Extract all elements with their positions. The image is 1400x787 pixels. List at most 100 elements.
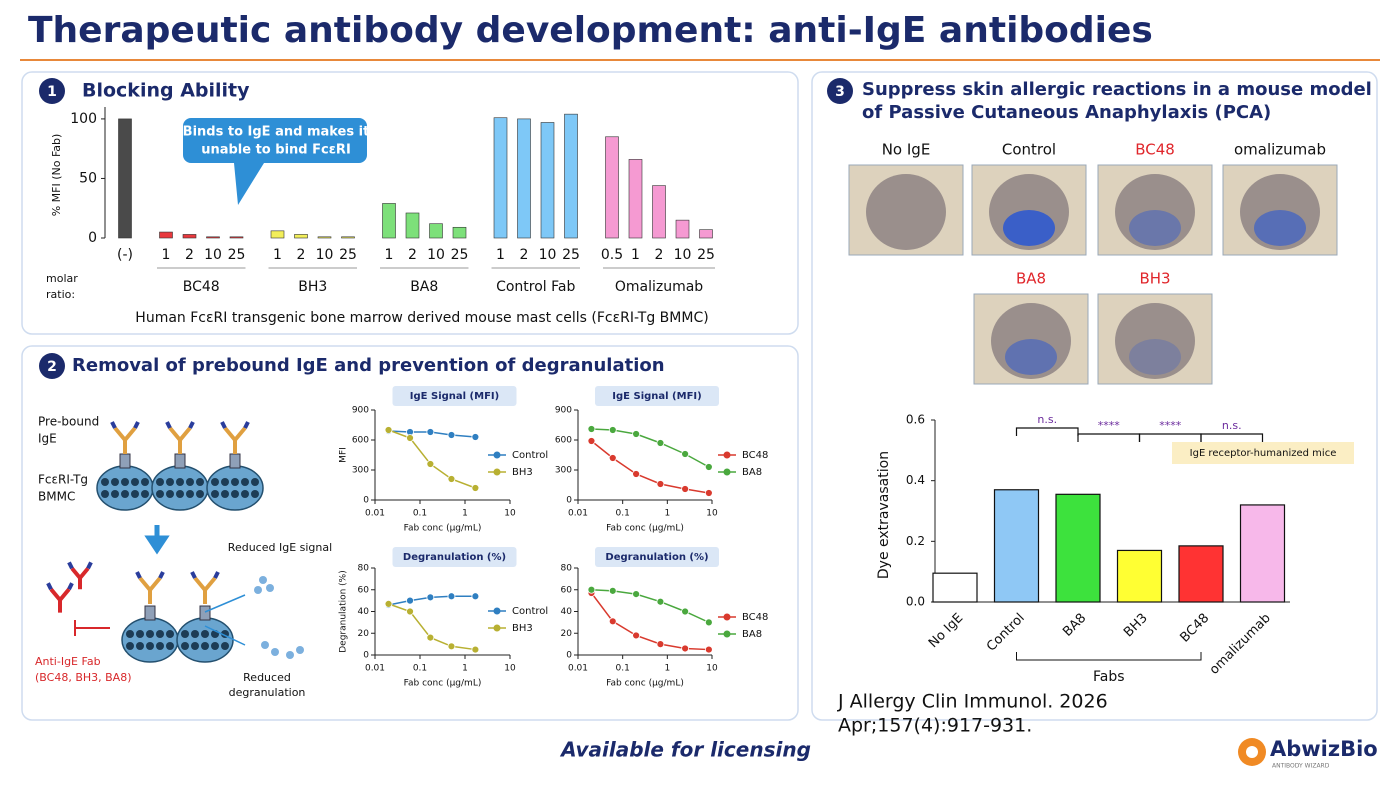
bar	[341, 236, 355, 239]
legend-marker	[493, 468, 501, 476]
x-tick-label: 10	[427, 247, 445, 263]
diagram-label: Reduced	[243, 671, 291, 684]
cell-granule	[166, 630, 174, 638]
chart-title: Degranulation (%)	[403, 552, 506, 563]
y-tick-label: 50	[79, 170, 97, 186]
receptor-icon	[199, 605, 211, 621]
chart-title-box	[392, 547, 517, 567]
x-tick-label: 2	[408, 247, 417, 263]
legend-label: BA8	[742, 629, 762, 640]
bar	[1178, 545, 1224, 603]
x-tick-label: 2	[655, 247, 664, 263]
logo: AbwizBio	[1270, 737, 1378, 761]
cell-granule	[191, 642, 199, 650]
y-tick-label: 0	[88, 230, 97, 246]
cell-granule	[101, 490, 109, 498]
x-tick-label: 2	[520, 247, 529, 263]
group-label: Omalizumab	[615, 279, 703, 295]
data-point	[384, 426, 393, 434]
x-axis-label: Fab conc (μg/mL)	[404, 524, 482, 534]
y-tick-label: 60	[358, 585, 370, 595]
x-tick-label: 10	[706, 664, 718, 674]
bar	[159, 231, 173, 239]
legend-marker	[723, 630, 731, 638]
cell-granule	[166, 642, 174, 650]
data-point	[704, 489, 713, 497]
panel-number: 1	[47, 84, 57, 100]
data-point	[681, 644, 690, 653]
x-tick-label: 0.01	[568, 664, 588, 674]
data-point	[471, 484, 480, 492]
receptor-icon	[119, 453, 131, 469]
receptor-icon	[144, 605, 156, 621]
antibody-icon	[49, 587, 71, 613]
antibody-tip	[220, 421, 250, 429]
dye-spot	[1129, 210, 1181, 246]
chart-title-box	[595, 386, 719, 406]
note-box	[1172, 442, 1354, 464]
legend-label: BH3	[512, 623, 533, 634]
y-tick-label: 0.2	[906, 534, 925, 548]
cell-granule	[136, 642, 144, 650]
licensing: Available for licensing	[559, 738, 811, 762]
cell-granule	[231, 478, 239, 486]
data-point	[406, 434, 414, 442]
panel-title: Blocking Ability	[82, 80, 250, 102]
legend-label: BC48	[742, 612, 768, 623]
data-point	[471, 592, 480, 601]
inhibition-line	[74, 620, 110, 636]
y-tick-label: 0	[363, 651, 369, 661]
x-tick-label: 2	[297, 247, 306, 263]
significance-bracket	[1200, 433, 1264, 442]
y-tick-label: 900	[352, 406, 369, 416]
y-axis-label: Degranulation (%)	[339, 570, 349, 653]
bar	[382, 203, 396, 239]
particle	[266, 584, 274, 592]
x-tick-label: 25	[339, 247, 357, 263]
data-point	[608, 617, 617, 626]
bar	[270, 230, 285, 239]
x-tick-label: (-)	[117, 247, 133, 263]
data-point	[447, 475, 456, 483]
significance-label: n.s.	[1222, 419, 1242, 432]
bar	[317, 236, 332, 239]
data-point	[632, 631, 641, 640]
panel-number: 2	[47, 359, 57, 375]
antibody-tip	[165, 421, 195, 429]
data-point	[681, 450, 690, 458]
cell-granule	[231, 490, 239, 498]
x-tick-label: 25	[228, 247, 246, 263]
series-line	[590, 592, 709, 651]
cell-granule	[141, 490, 149, 498]
antibody-icon	[70, 567, 90, 590]
x-tick-label: 1	[664, 509, 670, 519]
cell-granule	[156, 478, 164, 486]
photo-label: omalizumab	[1234, 141, 1326, 159]
bar	[1239, 504, 1286, 603]
cell-granule	[176, 478, 184, 486]
cell-granule	[251, 478, 259, 486]
cell-granule	[211, 642, 219, 650]
photo-label: No IgE	[882, 141, 931, 159]
legend-marker	[493, 451, 501, 459]
data-point	[426, 428, 435, 436]
data-point	[632, 430, 641, 438]
slide-title: Therapeutic antibody development: anti-I…	[28, 10, 1153, 51]
data-point	[426, 633, 435, 642]
axis-note: molar	[46, 272, 78, 285]
dye-spot	[1254, 210, 1306, 246]
data-point	[587, 585, 596, 594]
antibody-tip	[135, 571, 165, 579]
bar	[118, 118, 132, 239]
x-tick-label: 10	[316, 247, 334, 263]
dye-spot	[1005, 339, 1057, 375]
data-point	[656, 439, 665, 447]
logo-tagline: ANTIBODY WIZARD	[1272, 763, 1330, 770]
data-point	[426, 593, 435, 602]
data-point	[447, 642, 456, 651]
panel-number-badge	[39, 78, 65, 104]
cell-granule	[196, 490, 204, 498]
cell-icon	[96, 465, 154, 511]
data-point	[471, 433, 480, 441]
